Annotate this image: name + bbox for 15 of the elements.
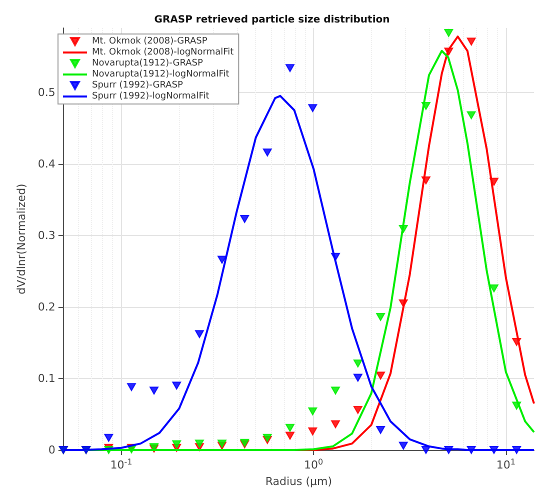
chart-title: GRASP retrieved particle size distribution xyxy=(154,14,390,26)
legend-label: Novarupta(1912)-GRASP xyxy=(92,58,204,68)
legend-label: Novarupta(1912)-logNormalFit xyxy=(92,70,230,80)
y-axis-title: dV/dlnr(Normalized) xyxy=(15,184,28,294)
legend-label: Spurr (1992)-GRASP xyxy=(92,80,184,90)
y-tick-label: 0.1 xyxy=(38,372,56,385)
y-tick-label: 0 xyxy=(48,444,56,456)
y-tick-label: 0.2 xyxy=(38,300,56,314)
y-tick-label: 0.4 xyxy=(38,157,56,170)
y-tick-label: 0.3 xyxy=(38,228,56,242)
legend-label: Mt. Okmok (2008)-logNormalFit xyxy=(92,48,234,58)
x-axis-title: Radius (μm) xyxy=(265,475,332,488)
legend-label: Mt. Okmok (2008)-GRASP xyxy=(92,36,208,46)
y-tick-label: 0.5 xyxy=(38,86,56,99)
legend-label: Spurr (1992)-logNormalFit xyxy=(92,92,210,102)
